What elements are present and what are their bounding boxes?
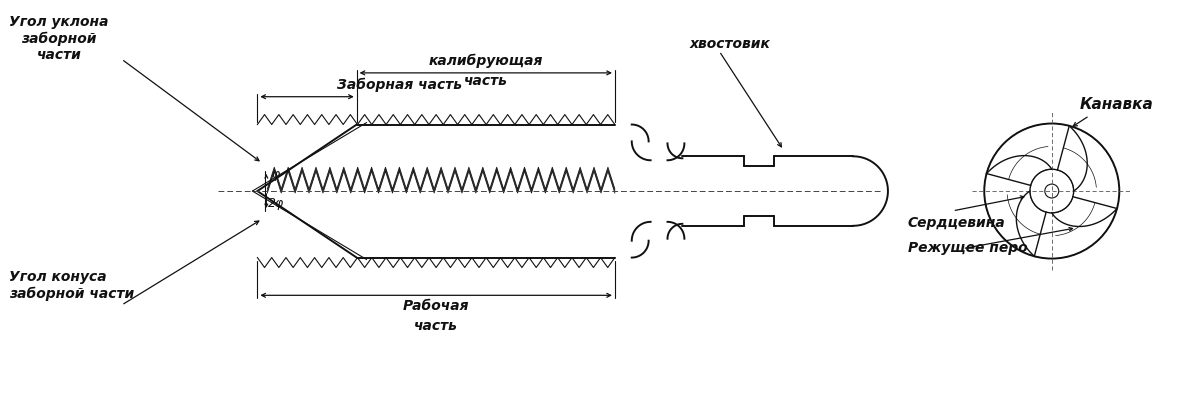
- Text: Сердцевина: Сердцевина: [908, 216, 1006, 230]
- Text: φ: φ: [271, 168, 279, 181]
- Text: 2φ: 2φ: [268, 198, 285, 210]
- Text: Канавка: Канавка: [1080, 97, 1154, 112]
- Text: Режущее перо: Режущее перо: [908, 241, 1027, 255]
- Text: калибрующая: калибрующая: [428, 53, 543, 68]
- Text: часть: часть: [414, 319, 458, 333]
- Text: часть: часть: [464, 74, 508, 88]
- Text: Угол уклона
заборной
части: Угол уклона заборной части: [10, 15, 109, 62]
- Text: хвостовик: хвостовик: [690, 37, 771, 51]
- Text: Рабочая: Рабочая: [403, 299, 469, 313]
- Text: Заборная часть: Заборная часть: [336, 78, 462, 92]
- Text: Угол конуса
заборной части: Угол конуса заборной части: [10, 270, 135, 301]
